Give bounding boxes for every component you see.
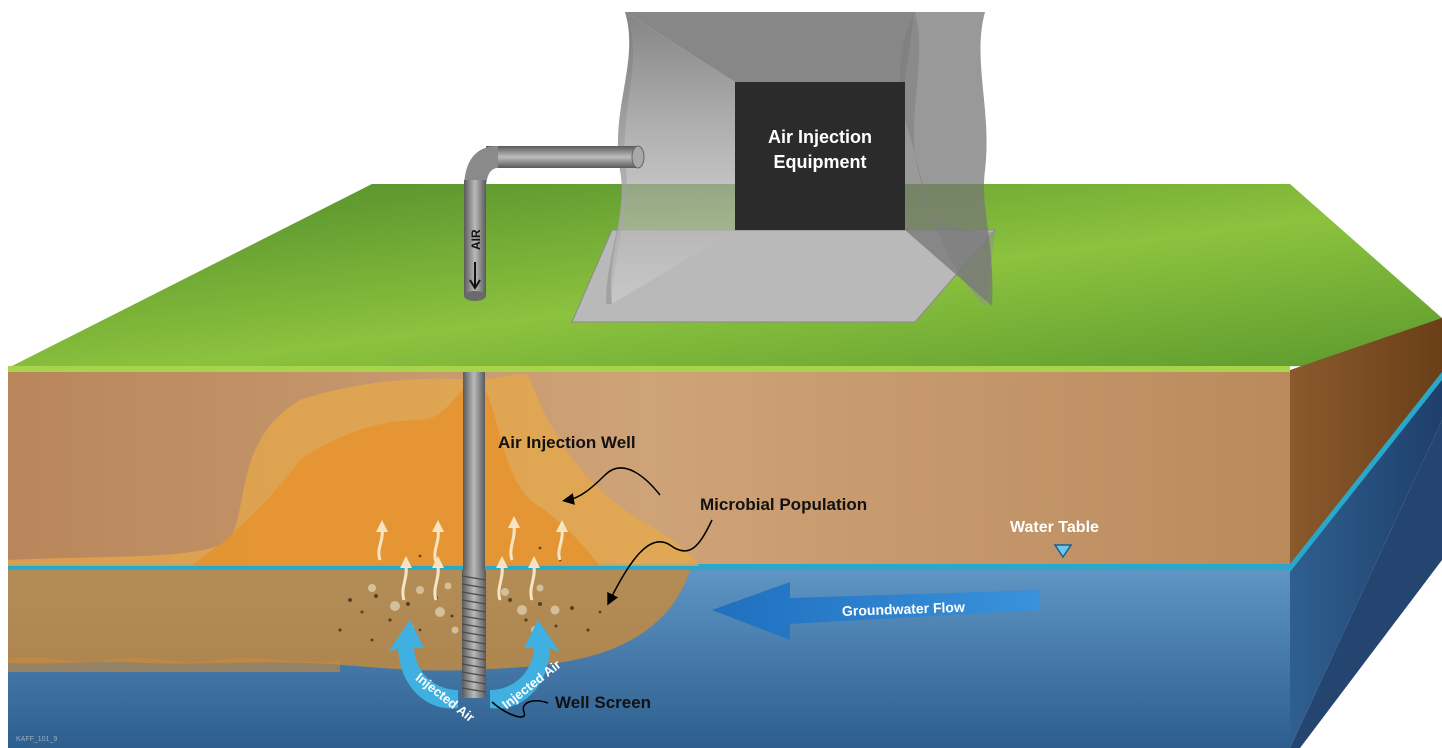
water-table-label: Water Table [1010,519,1099,536]
injection-well-leader [562,467,661,505]
air-pipe-horizontal [486,146,638,168]
injected-air-arrow-left [388,620,458,709]
side-water [1290,372,1442,748]
well-screen-leader [491,700,549,718]
groundwater-flow-label: Groundwater Flow [842,599,965,619]
injected-air-arrow-right [490,620,560,709]
groundwater-flow-arrow [712,582,1040,640]
equipment-hood-top [625,12,915,82]
ground-front-edge [8,366,1290,372]
figure-code: KAFF_101_9 [16,736,57,743]
air-direction-arrow-icon [469,262,481,290]
microbial-population-label: Microbial Population [700,495,867,514]
air-pipe-vertical [464,180,486,296]
equipment-label-line2: Equipment [774,152,867,172]
injection-well-label: Air Injection Well [498,433,636,452]
water-table-line [8,564,1290,570]
air-pipe-end [631,145,645,169]
equipment-panel [735,82,905,230]
rising-air-arrows [377,525,564,601]
air-pipe-label: AIR [469,229,483,250]
side-water-lower [1290,420,1442,748]
rising-air-arrowheads [376,516,568,568]
water-table-marker-icon [1053,544,1073,559]
side-soil [1290,318,1442,565]
microbial-population-leader [607,519,713,606]
plume-water [8,570,690,671]
air-pipe-elbow [464,146,498,190]
well-screen-slots [461,575,487,693]
equipment-hood-right-face [905,12,993,306]
equipment-hood-left-face [610,12,735,304]
plume-water-wave [8,656,340,672]
air-pipe-bottom [464,291,486,301]
plume-soil-inner [190,380,600,566]
injection-well-casing [463,372,485,572]
well-screen-label: Well Screen [555,693,651,712]
equipment-label-line1: Air Injection [768,127,872,147]
air-bubbles [368,582,560,634]
water-table-line-side [1290,372,1442,572]
